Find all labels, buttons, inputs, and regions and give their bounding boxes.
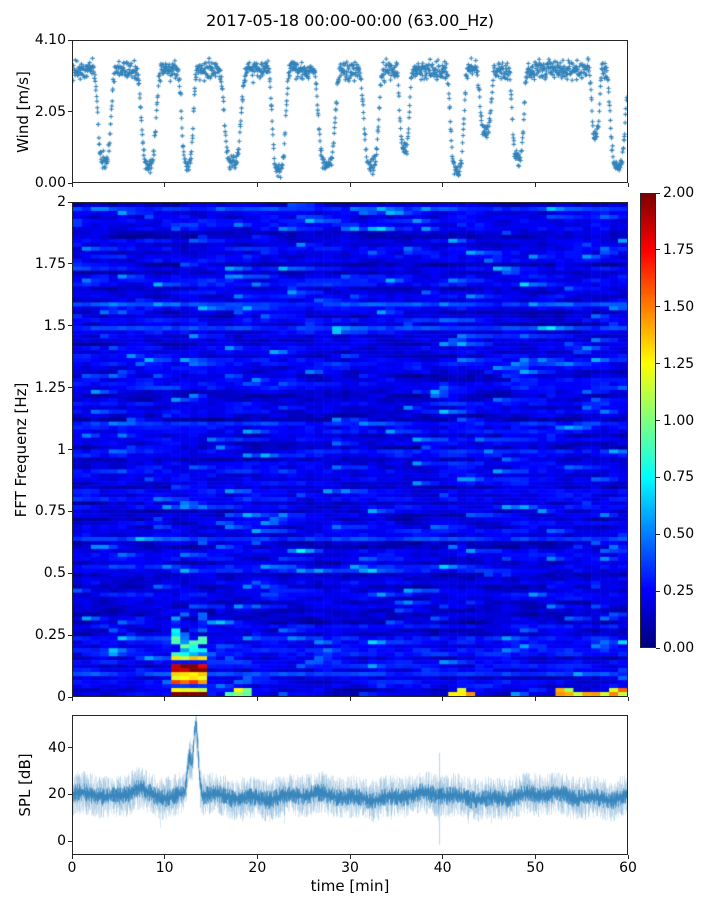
y-tick-label: 2 — [57, 194, 66, 210]
y-tick-label: 0.5 — [43, 565, 66, 582]
y-tick-mark — [68, 840, 72, 842]
x-tick-mark — [71, 697, 73, 701]
y-tick-label: 0.00 — [34, 175, 66, 191]
y-tick-mark — [68, 111, 72, 112]
y-tick-mark — [68, 572, 72, 574]
y-tick-mark — [68, 387, 72, 389]
x-tick-label: 50 — [526, 860, 545, 876]
y-tick-label: 0.75 — [34, 503, 66, 520]
colorbar-tick-mark — [656, 192, 660, 194]
y-tick-label: 0.25 — [34, 627, 66, 644]
spectrogram-canvas — [73, 203, 627, 696]
y-tick-label: 2.05 — [34, 103, 66, 120]
colorbar-tick-label: 0.50 — [663, 526, 695, 543]
spl-line-canvas — [73, 716, 627, 854]
x-tick-mark — [442, 855, 444, 859]
y-tick-label: 0 — [57, 689, 66, 705]
x-tick-mark — [164, 183, 166, 187]
y-tick-mark — [68, 325, 72, 327]
x-tick-mark — [534, 183, 536, 187]
x-tick-mark — [627, 697, 629, 701]
colorbar-tick-mark — [656, 249, 660, 251]
colorbar-tick-mark — [656, 476, 660, 478]
y-tick-mark — [68, 182, 72, 184]
colorbar-tick-mark — [656, 647, 660, 649]
y-tick-mark — [68, 793, 72, 795]
x-tick-label: 10 — [155, 860, 174, 876]
colorbar-tick-label: 1.00 — [663, 412, 695, 429]
wind-plot — [72, 40, 628, 183]
wind-scatter-canvas — [73, 41, 627, 182]
x-tick-mark — [256, 697, 258, 701]
colorbar-tick-label: 0.00 — [663, 640, 695, 656]
x-tick-label: 30 — [341, 860, 359, 876]
x-tick-mark — [256, 855, 258, 859]
y-tick-label: 1 — [57, 441, 66, 458]
x-tick-mark — [164, 855, 166, 859]
y-tick-label: 0 — [57, 833, 66, 849]
colorbar-canvas — [641, 194, 655, 647]
colorbar-tick-label: 0.25 — [663, 583, 695, 600]
colorbar — [640, 193, 656, 648]
y-tick-mark — [68, 39, 72, 41]
x-tick-mark — [442, 697, 444, 701]
x-tick-mark — [71, 855, 73, 859]
spectrogram-plot — [72, 202, 628, 697]
colorbar-tick-mark — [656, 306, 660, 308]
colorbar-tick-label: 1.75 — [663, 241, 695, 258]
colorbar-tick-label: 0.75 — [663, 469, 695, 486]
y-tick-mark — [68, 263, 72, 265]
colorbar-tick-mark — [656, 420, 660, 421]
x-tick-label: 20 — [248, 860, 267, 876]
x-tick-mark — [349, 697, 351, 701]
y-tick-mark — [68, 696, 72, 698]
x-tick-mark — [627, 183, 629, 187]
colorbar-tick-mark — [656, 363, 660, 365]
y-tick-label: 4.10 — [34, 32, 66, 48]
y-tick-mark — [68, 510, 72, 512]
x-tick-mark — [627, 855, 629, 859]
y-tick-mark — [68, 201, 72, 203]
time-axis-label: time [min] — [310, 877, 390, 895]
y-tick-label: 40 — [48, 739, 66, 756]
x-tick-mark — [256, 183, 258, 187]
y-tick-mark — [68, 634, 72, 636]
spl-plot — [72, 715, 628, 855]
x-tick-mark — [534, 855, 536, 859]
x-tick-mark — [534, 697, 536, 701]
x-tick-mark — [164, 697, 166, 701]
x-tick-mark — [442, 183, 444, 187]
x-tick-mark — [349, 855, 351, 859]
y-tick-label: 20 — [48, 786, 66, 803]
colorbar-tick-mark — [656, 533, 660, 535]
colorbar-tick-label: 1.50 — [663, 298, 695, 315]
x-tick-mark — [71, 183, 73, 187]
colorbar-tick-mark — [656, 590, 660, 592]
y-tick-mark — [68, 747, 72, 749]
y-tick-label: 1.5 — [43, 317, 66, 334]
figure-title: 2017-05-18 00:00-00:00 (63.00_Hz) — [206, 11, 494, 30]
x-tick-label: 60 — [619, 860, 637, 876]
y-tick-mark — [68, 449, 72, 450]
colorbar-tick-label: 2.00 — [663, 185, 695, 201]
colorbar-tick-label: 1.25 — [663, 355, 695, 372]
x-tick-mark — [349, 183, 351, 187]
x-tick-label: 40 — [433, 860, 452, 876]
y-tick-label: 1.75 — [34, 255, 66, 272]
y-tick-label: 1.25 — [34, 379, 66, 396]
x-tick-label: 0 — [67, 860, 77, 876]
